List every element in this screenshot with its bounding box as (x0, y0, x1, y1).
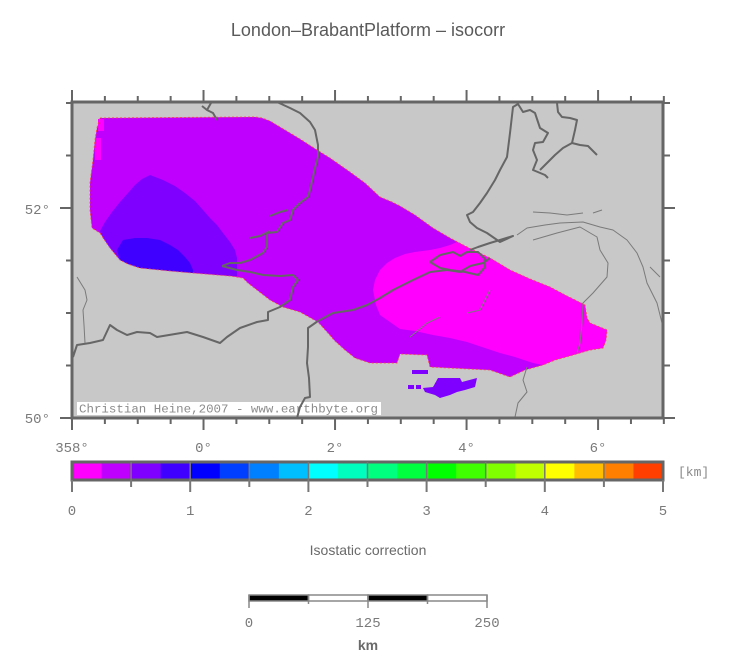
colorbar-swatch (574, 462, 605, 480)
coastline (221, 101, 319, 267)
river (532, 226, 609, 354)
colorbar-swatch (515, 462, 546, 480)
rivers (76, 209, 663, 418)
lon-label: 6° (590, 441, 607, 457)
river (532, 211, 584, 216)
isocorr-band-0.75-1km (117, 238, 193, 273)
longitude-labels: 358° 0° 2° 4° 6° (55, 441, 606, 457)
scale-ticks (248, 595, 488, 608)
colorbar-swatch (397, 462, 428, 480)
river (649, 266, 661, 278)
coastline (317, 257, 491, 322)
colorbar-label: 5 (659, 504, 667, 520)
colorbar-swatch (603, 462, 634, 480)
coastline (539, 142, 573, 171)
isocorr-band-0-0.25km (95, 138, 101, 160)
coastline (72, 265, 299, 358)
colorbar-swatch (131, 462, 162, 480)
data-boundary (89, 116, 608, 378)
river (592, 209, 603, 214)
watermark-text: Christian Heine,2007 - www.earthbyte.org (79, 404, 378, 417)
coastline (296, 320, 319, 419)
map-ticks (60, 90, 675, 430)
coastlines (72, 101, 598, 419)
isocorr-band-0.5-0.75km (416, 385, 421, 389)
scale-segment-white (426, 594, 488, 602)
lat-label: 50° (25, 412, 50, 428)
coastline (429, 251, 486, 276)
river (409, 316, 441, 338)
scale-label: 250 (474, 616, 499, 632)
colorbar-swatch (160, 462, 191, 480)
coastline (201, 105, 218, 121)
colorbar-label: 4 (541, 504, 549, 520)
colorbar-ticks (71, 462, 664, 492)
map-area: Christian Heine,2007 - www.earthbyte.org (60, 90, 675, 430)
colorbar-swatch (367, 462, 398, 480)
isocorr-band-0.5-0.75km (412, 370, 428, 374)
scale-segment-black (367, 594, 429, 602)
colorbar-segments (72, 462, 664, 480)
colorbar-swatch (485, 462, 516, 480)
colorbar-swatch (72, 462, 103, 480)
scale-segment-white (307, 594, 369, 602)
colorbar-swatch (426, 462, 457, 480)
colorbar-label: 3 (422, 504, 430, 520)
watermark-box (77, 402, 381, 415)
colorbar-swatch (308, 462, 339, 480)
watermark: Christian Heine,2007 - www.earthbyte.org (77, 402, 381, 417)
river (516, 221, 663, 324)
colorbar-swatch (278, 462, 309, 480)
river (76, 276, 88, 344)
coastline (466, 103, 549, 251)
isocorr-band-0.5-0.75km (423, 378, 477, 398)
colorbar-swatch (337, 462, 368, 480)
coastline (206, 102, 212, 111)
coastline (269, 209, 289, 217)
colorbar-label: 1 (186, 504, 194, 520)
colorbar-label: 2 (304, 504, 312, 520)
lon-label: 358° (55, 441, 89, 457)
isocorr-band-0.5-0.75km (408, 385, 414, 389)
lon-label: 0° (195, 441, 212, 457)
coastline (249, 230, 271, 239)
colorbar-swatch (544, 462, 575, 480)
colorbar-unit: [km] (678, 465, 709, 480)
river (514, 366, 528, 418)
scale-bar: 0 125 250 km (245, 594, 500, 653)
scale-label: 125 (355, 616, 380, 632)
latitude-labels: 52° 50° (25, 203, 50, 428)
colorbar-swatch (101, 462, 132, 480)
colorbar: 0 1 2 3 4 5 [km] Isostatic correction (68, 460, 709, 558)
lon-label: 4° (458, 441, 475, 457)
colorbar-swatch (633, 462, 664, 480)
colorbar-label: 0 (68, 504, 76, 520)
river (466, 289, 491, 314)
colorbar-swatch (219, 462, 250, 480)
colorbar-swatch (456, 462, 487, 480)
lat-label: 52° (25, 203, 50, 219)
scale-unit: km (358, 637, 378, 653)
data-boundary-line (89, 116, 608, 378)
colorbar-title: Isostatic correction (310, 542, 427, 558)
colorbar-swatch (190, 462, 221, 480)
coastline (556, 102, 598, 156)
lon-label: 2° (327, 441, 344, 457)
scale-segment-black (248, 594, 310, 602)
map-title: London–BrabantPlatform – isocorr (231, 20, 505, 40)
scale-label: 0 (245, 616, 253, 632)
colorbar-swatch (249, 462, 280, 480)
isocorr-band-0-0.25km (98, 119, 104, 131)
